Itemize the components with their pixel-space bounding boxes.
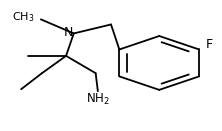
Text: NH$_2$: NH$_2$ (86, 92, 110, 107)
Text: N: N (63, 26, 73, 39)
Text: F: F (205, 38, 212, 51)
Text: CH$_3$: CH$_3$ (12, 10, 35, 24)
